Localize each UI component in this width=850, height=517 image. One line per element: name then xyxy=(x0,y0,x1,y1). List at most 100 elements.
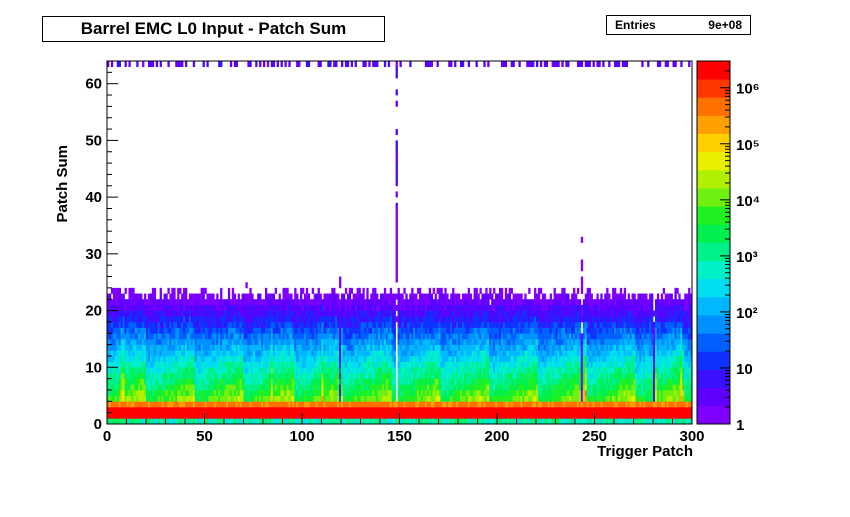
heatmap-cell xyxy=(407,355,410,362)
heatmap-cell xyxy=(263,401,266,408)
heatmap-cell xyxy=(422,299,426,306)
heatmap-cell xyxy=(276,355,279,362)
heatmap-cell xyxy=(198,333,201,340)
heatmap-cell xyxy=(389,418,393,425)
heatmap-cell xyxy=(198,299,201,306)
heatmap-cell xyxy=(303,321,307,328)
heatmap-cell xyxy=(147,412,151,419)
heatmap-cell xyxy=(395,180,398,187)
heatmap-cell xyxy=(261,406,264,413)
heatmap-cell xyxy=(417,310,420,317)
heatmap-cell xyxy=(319,316,322,323)
heatmap-cell xyxy=(498,367,502,374)
heatmap-cell xyxy=(510,287,513,294)
heatmap-cell xyxy=(438,367,441,374)
heatmap-cell xyxy=(489,316,492,323)
heatmap-cell xyxy=(169,355,172,362)
heatmap-cell xyxy=(477,310,480,317)
heatmap-cell xyxy=(391,389,394,396)
heatmap-cell xyxy=(243,372,246,379)
heatmap-cell xyxy=(116,316,120,323)
heatmap-cell xyxy=(278,316,281,323)
heatmap-cell xyxy=(346,304,350,311)
heatmap-cell xyxy=(348,310,352,317)
heatmap-cell xyxy=(237,321,240,328)
heatmap-cell xyxy=(140,304,143,311)
heatmap-cell xyxy=(194,333,198,340)
heatmap-cell xyxy=(508,287,511,294)
heatmap-cell xyxy=(461,61,465,68)
heatmap-cell xyxy=(173,367,176,374)
heatmap-cell xyxy=(309,361,313,368)
heatmap-cell xyxy=(134,361,137,368)
heatmap-cell xyxy=(346,412,350,419)
heatmap-cell xyxy=(342,293,346,300)
heatmap-cell xyxy=(399,389,402,396)
heatmap-cell xyxy=(344,287,348,294)
stats-box: Entries 9e+08 xyxy=(606,15,751,35)
heatmap-cell xyxy=(483,378,486,385)
heatmap-cell xyxy=(253,299,256,306)
heatmap-cell xyxy=(331,350,334,357)
heatmap-cell xyxy=(198,350,201,357)
heatmap-cell xyxy=(126,310,129,317)
heatmap-cell xyxy=(146,333,149,340)
heatmap-cell xyxy=(381,350,385,357)
heatmap-cell xyxy=(337,406,340,413)
heatmap-cell xyxy=(350,389,354,396)
heatmap-cell xyxy=(142,338,145,345)
heatmap-cell xyxy=(510,304,513,311)
heatmap-cell xyxy=(461,395,465,402)
heatmap-cell xyxy=(278,344,281,351)
heatmap-cell xyxy=(518,372,521,379)
heatmap-cell xyxy=(220,316,223,323)
heatmap-cell xyxy=(477,389,480,396)
heatmap-cell xyxy=(381,401,385,408)
heatmap-cell xyxy=(257,367,260,374)
heatmap-cell xyxy=(372,412,375,419)
heatmap-cell xyxy=(151,321,155,328)
heatmap-cell xyxy=(489,287,492,294)
heatmap-cell xyxy=(175,412,178,419)
heatmap-cell xyxy=(450,401,453,408)
heatmap-cell xyxy=(300,367,303,374)
heatmap-cell xyxy=(385,350,389,357)
heatmap-cell xyxy=(475,367,478,374)
heatmap-cell xyxy=(493,316,496,323)
heatmap-cell xyxy=(167,333,170,340)
heatmap-cell xyxy=(352,406,355,413)
heatmap-cell xyxy=(257,321,260,328)
heatmap-cell xyxy=(233,384,237,391)
heatmap-cell xyxy=(325,384,328,391)
heatmap-cell xyxy=(393,293,396,300)
heatmap-cell xyxy=(270,406,274,413)
heatmap-cell xyxy=(190,350,194,357)
heatmap-cell xyxy=(204,338,207,345)
heatmap-cell xyxy=(458,412,461,419)
heatmap-cell xyxy=(337,418,340,425)
heatmap-cell xyxy=(286,287,289,294)
heatmap-cell xyxy=(108,361,112,368)
heatmap-cell xyxy=(327,361,330,368)
heatmap-cell xyxy=(292,350,295,357)
heatmap-cell xyxy=(497,418,500,425)
heatmap-cell xyxy=(183,316,186,323)
heatmap-cell xyxy=(417,412,420,419)
heatmap-cell xyxy=(325,372,328,379)
heatmap-cell xyxy=(463,316,467,323)
heatmap-cell xyxy=(261,412,264,419)
heatmap-cell xyxy=(116,304,120,311)
heatmap-cell xyxy=(454,310,457,317)
heatmap-cell xyxy=(497,299,500,306)
heatmap-cell xyxy=(514,406,517,413)
heatmap-cell xyxy=(241,389,244,396)
heatmap-cell xyxy=(169,344,172,351)
heatmap-cell xyxy=(300,327,303,334)
heatmap-cell xyxy=(467,361,471,368)
heatmap-cell xyxy=(208,367,211,374)
heatmap-cell xyxy=(514,304,517,311)
heatmap-cell xyxy=(319,333,322,340)
heatmap-cell xyxy=(309,406,313,413)
heatmap-cell xyxy=(325,293,328,300)
entries-label: Entries xyxy=(615,18,656,32)
